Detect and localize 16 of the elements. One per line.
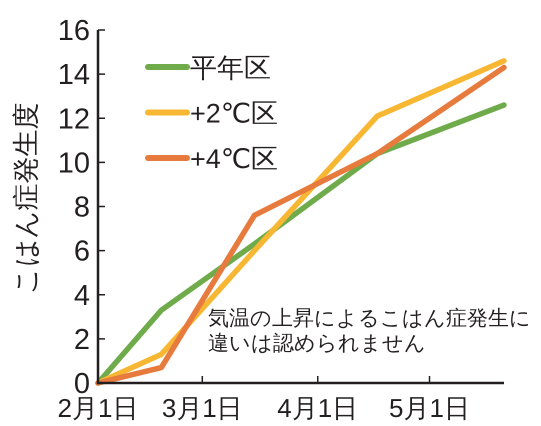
legend-label: +4℃区 [190,144,278,174]
legend-label: +2℃区 [190,98,278,128]
y-tick-label: 14 [58,59,90,92]
y-tick-label: 8 [74,192,90,224]
y-axis-title: こはん症発生度 [11,102,41,294]
y-tick-label: 6 [74,236,90,268]
y-tick-label: 16 [58,15,90,47]
y-tick-label: 12 [58,103,90,136]
x-tick-label: 5月1日 [389,393,470,423]
x-tick-label: 4月1日 [277,393,358,423]
annotation: 気温の上昇によるこはん症発生に違いは認められません [208,307,531,355]
legend-label: 平年区 [190,53,271,83]
x-tick-label: 3月1日 [162,393,243,423]
y-tick-label: 4 [74,280,90,312]
y-tick-label: 10 [58,147,90,180]
y-tick-label: 2 [74,324,90,356]
